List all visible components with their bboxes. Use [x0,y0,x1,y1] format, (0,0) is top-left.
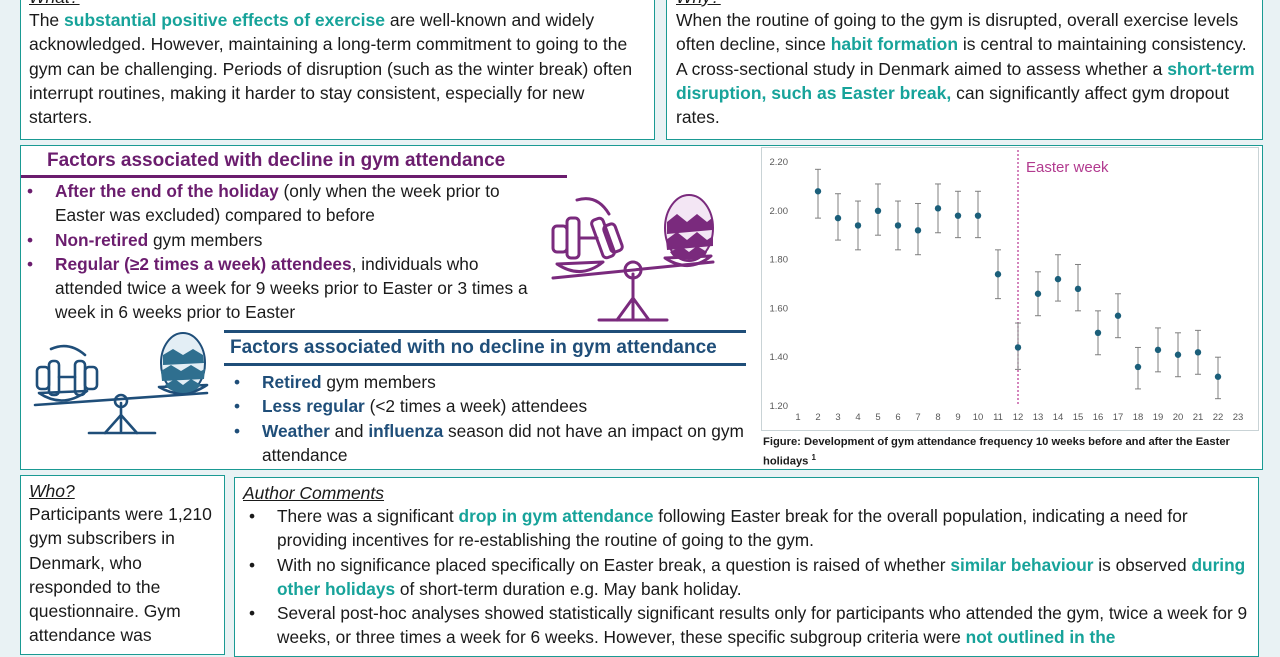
x-tick-label: 20 [1173,412,1184,423]
data-point [1074,285,1082,293]
attendance-chart: 1.201.401.601.802.002.201 2 3 4 5 6 7 8 9 10 11 12 1… [770,150,1244,423]
x-tick-label: 9 [955,412,960,423]
data-point [1154,346,1162,354]
x-tick-label: 7 [915,412,920,423]
data-point [974,212,982,219]
list-item: Weather and influenza season did not hav… [228,419,748,468]
y-tick-label: 1.40 [770,352,789,363]
nodecline-title-overline [224,330,746,333]
list-item: There was a significant drop in gym atte… [243,504,1251,553]
scale-dumbbell-egg-navy-icon [33,332,209,435]
scale-dumbbell-egg-purple-icon [551,194,715,322]
x-tick-label: 12 [1013,412,1024,423]
x-tick-label: 16 [1093,412,1104,423]
list-item: After the end of the holiday (only when … [21,179,541,228]
data-point [1134,363,1142,371]
data-point [934,205,942,212]
what-text: The substantial positive effects of exer… [29,10,633,128]
y-tick-label: 1.80 [770,255,789,266]
nodecline-title-underline [224,363,746,366]
comments-panel: Author Comments There was a significant … [234,477,1259,657]
decline-list: After the end of the holiday (only when … [21,179,541,325]
x-tick-label: 22 [1213,412,1224,423]
x-tick-label: 18 [1133,412,1144,423]
chart-frame: 1.20 1.40 1.60 1.80 2.00 2.20 1 2 3 4 5 6 7 8 9 10 11 12 1… [761,147,1259,431]
data-point [954,212,962,219]
list-item: Retired gym members [228,370,748,395]
x-tick-label: 6 [895,412,900,423]
nodecline-list: Retired gym members Less regular (<2 tim… [228,370,748,467]
x-tick-label: 14 [1053,412,1064,423]
data-point [914,227,922,234]
what-panel: What? The substantial positive effects o… [20,0,655,140]
data-point [874,207,882,214]
who-panel: Who? Participants were 1,210 gym subscri… [20,475,225,655]
list-item: Non-retired gym members [21,228,541,253]
x-tick-label: 10 [973,412,984,423]
data-point [1174,351,1182,358]
data-point [1094,329,1102,336]
x-tick-label: 8 [935,412,940,423]
list-item: With no significance placed specifically… [243,553,1251,602]
data-point [1214,373,1222,380]
chart-caption: Figure: Development of gym attendance fr… [763,436,1230,468]
data-point [834,214,842,222]
data-point [1014,344,1022,351]
why-text: When the routine of going to the gym is … [676,10,1255,128]
factors-panel: Factors associated with decline in gym a… [20,145,1263,470]
who-text: Participants were 1,210 gym subscribers … [29,504,212,646]
data-point [1194,349,1202,356]
x-tick-label: 21 [1193,412,1204,423]
x-tick-label: 19 [1153,412,1164,423]
data-point [854,222,862,229]
who-heading: Who? [29,481,75,501]
nodecline-title: Factors associated with no decline in gy… [230,337,717,358]
x-tick-label: 17 [1113,412,1124,423]
comments-heading: Author Comments [243,483,385,503]
decline-title-underline [21,175,567,178]
data-point [1114,312,1122,319]
x-tick-label: 11 [993,412,1003,423]
x-tick-label: 3 [835,412,840,423]
y-tick-label: 2.20 [770,157,789,168]
y-tick-label: 1.20 [770,401,789,412]
x-tick-label: 23 [1233,412,1244,423]
y-tick-label: 2.00 [770,206,789,217]
x-tick-label: 5 [875,412,880,423]
data-point [894,222,902,229]
why-heading: Why? [676,0,1256,8]
list-item: Several post-hoc analyses showed statist… [243,601,1251,650]
x-tick-label: 13 [1033,412,1044,423]
data-point [994,271,1002,278]
x-tick-label: 1 [795,412,800,423]
y-tick-label: 1.60 [770,303,789,314]
data-point [1054,275,1062,283]
x-tick-label: 4 [855,412,860,423]
x-tick-label: 2 [815,412,820,423]
comments-list: There was a significant drop in gym atte… [243,504,1251,650]
list-item: Less regular (<2 times a week) attendees [228,394,748,419]
data-point [1034,290,1042,297]
list-item: Regular (≥2 times a week) attendees, ind… [21,252,541,325]
why-panel: Why? When the routine of going to the gy… [666,0,1263,140]
easter-week-label: Easter week [1026,159,1109,176]
x-tick-label: 15 [1073,412,1084,423]
what-heading: What? [29,0,649,8]
decline-title: Factors associated with decline in gym a… [47,150,506,171]
data-point [814,188,822,195]
